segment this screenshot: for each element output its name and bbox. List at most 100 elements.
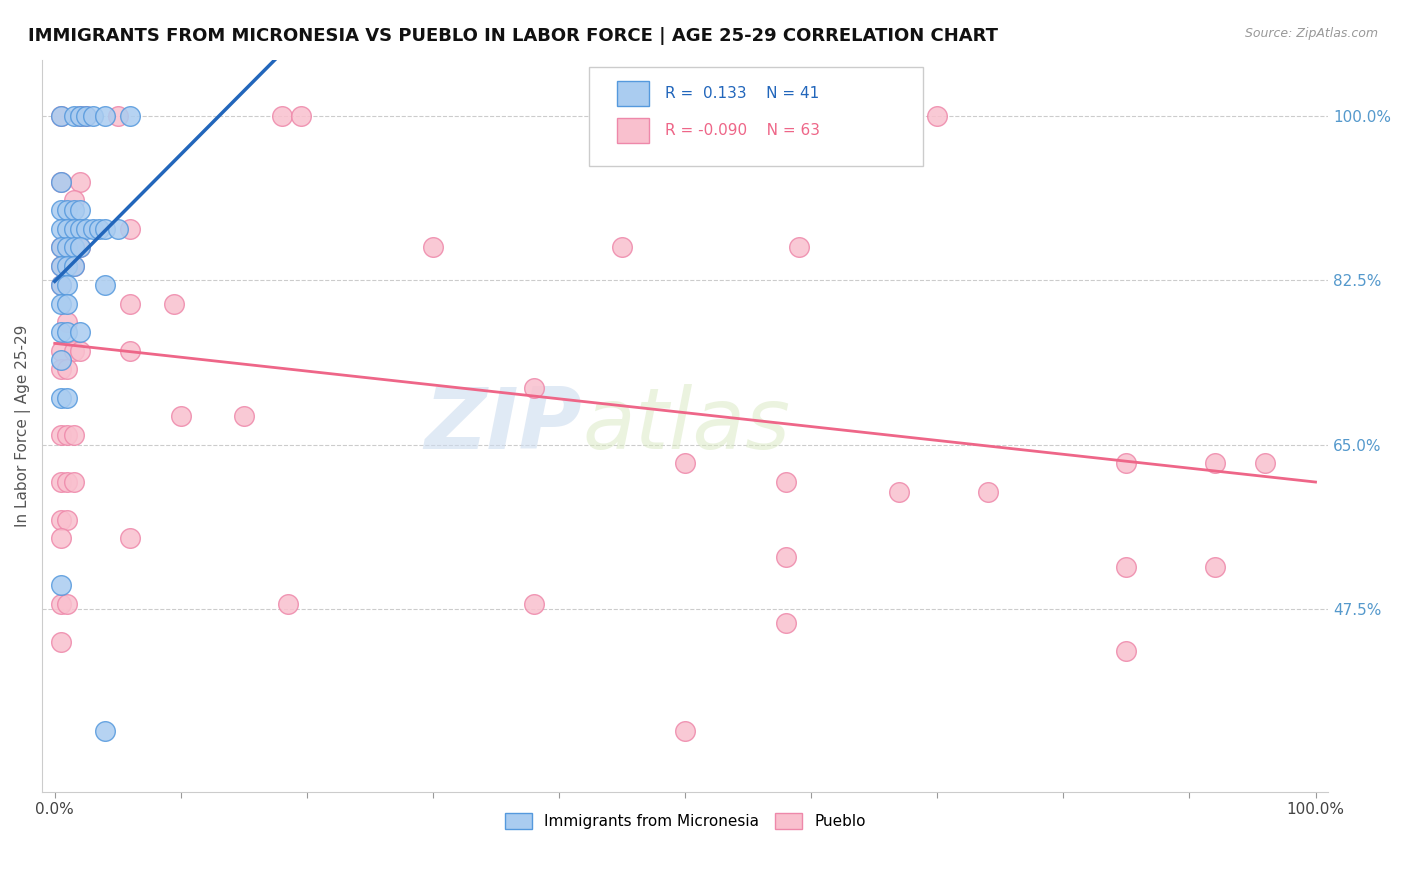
Point bbox=[75, 221, 97, 235]
Point bbox=[62, 428, 84, 442]
FancyBboxPatch shape bbox=[589, 67, 924, 166]
Point bbox=[82, 109, 104, 123]
Point bbox=[170, 409, 193, 424]
Point bbox=[56, 513, 79, 527]
Text: R = -0.090    N = 63: R = -0.090 N = 63 bbox=[665, 123, 820, 138]
Point bbox=[610, 240, 633, 254]
Point bbox=[120, 221, 142, 235]
Y-axis label: In Labor Force | Age 25-29: In Labor Force | Age 25-29 bbox=[15, 325, 31, 527]
Point bbox=[775, 615, 797, 630]
Point bbox=[69, 202, 91, 217]
Point bbox=[87, 221, 110, 235]
Point bbox=[863, 109, 886, 123]
Point bbox=[56, 428, 79, 442]
Point bbox=[49, 634, 72, 648]
Point bbox=[56, 240, 79, 254]
Point bbox=[120, 109, 142, 123]
Point bbox=[56, 277, 79, 292]
Point bbox=[62, 202, 84, 217]
Point bbox=[82, 221, 104, 235]
Point bbox=[1115, 644, 1137, 658]
Point bbox=[62, 343, 84, 358]
Text: R =  0.133    N = 41: R = 0.133 N = 41 bbox=[665, 86, 818, 101]
Point bbox=[49, 202, 72, 217]
Point bbox=[56, 362, 79, 376]
Point bbox=[49, 325, 72, 339]
Point bbox=[75, 109, 97, 123]
Point bbox=[120, 343, 142, 358]
Point bbox=[163, 296, 186, 310]
Point bbox=[49, 475, 72, 489]
Point bbox=[69, 109, 91, 123]
Point bbox=[107, 109, 129, 123]
Point bbox=[49, 597, 72, 611]
Point bbox=[69, 240, 91, 254]
Point bbox=[1204, 559, 1226, 574]
Point bbox=[56, 221, 79, 235]
Point bbox=[56, 259, 79, 273]
Text: IMMIGRANTS FROM MICRONESIA VS PUEBLO IN LABOR FORCE | AGE 25-29 CORRELATION CHAR: IMMIGRANTS FROM MICRONESIA VS PUEBLO IN … bbox=[28, 27, 998, 45]
Point bbox=[69, 175, 91, 189]
Point bbox=[49, 109, 72, 123]
Point bbox=[120, 532, 142, 546]
Point bbox=[94, 277, 117, 292]
Point bbox=[62, 259, 84, 273]
Point bbox=[69, 240, 91, 254]
Point bbox=[49, 578, 72, 592]
Point bbox=[56, 391, 79, 405]
Point bbox=[1254, 456, 1277, 470]
Point bbox=[232, 409, 254, 424]
Point bbox=[775, 550, 797, 565]
Point bbox=[787, 240, 810, 254]
Point bbox=[270, 109, 292, 123]
Point bbox=[49, 532, 72, 546]
Point bbox=[523, 381, 546, 395]
Point bbox=[56, 597, 79, 611]
Point bbox=[1115, 559, 1137, 574]
Point bbox=[673, 723, 696, 738]
Point bbox=[62, 475, 84, 489]
Point bbox=[94, 723, 117, 738]
Legend: Immigrants from Micronesia, Pueblo: Immigrants from Micronesia, Pueblo bbox=[498, 807, 872, 836]
FancyBboxPatch shape bbox=[617, 80, 650, 106]
Point bbox=[977, 484, 1000, 499]
Point bbox=[49, 175, 72, 189]
Point bbox=[94, 221, 117, 235]
Point bbox=[49, 353, 72, 368]
Point bbox=[523, 597, 546, 611]
Point bbox=[49, 296, 72, 310]
Text: atlas: atlas bbox=[582, 384, 790, 467]
Text: Source: ZipAtlas.com: Source: ZipAtlas.com bbox=[1244, 27, 1378, 40]
Point bbox=[69, 343, 91, 358]
Point bbox=[107, 221, 129, 235]
FancyBboxPatch shape bbox=[617, 118, 650, 144]
Point bbox=[673, 456, 696, 470]
Point bbox=[69, 221, 91, 235]
Point bbox=[927, 109, 949, 123]
Point bbox=[49, 428, 72, 442]
Point bbox=[56, 475, 79, 489]
Point bbox=[290, 109, 312, 123]
Point bbox=[56, 316, 79, 330]
Point bbox=[62, 109, 84, 123]
Point bbox=[62, 240, 84, 254]
Point bbox=[49, 109, 72, 123]
Point bbox=[94, 109, 117, 123]
Point bbox=[69, 325, 91, 339]
Point bbox=[49, 259, 72, 273]
Point bbox=[62, 240, 84, 254]
Point bbox=[49, 362, 72, 376]
Point bbox=[62, 259, 84, 273]
Point bbox=[56, 325, 79, 339]
Point bbox=[889, 484, 911, 499]
Point bbox=[56, 296, 79, 310]
Point bbox=[49, 240, 72, 254]
Point bbox=[49, 240, 72, 254]
Point bbox=[49, 513, 72, 527]
Point bbox=[49, 277, 72, 292]
Point bbox=[49, 343, 72, 358]
Point bbox=[422, 240, 444, 254]
Point bbox=[49, 221, 72, 235]
Point bbox=[75, 109, 97, 123]
Point bbox=[69, 109, 91, 123]
